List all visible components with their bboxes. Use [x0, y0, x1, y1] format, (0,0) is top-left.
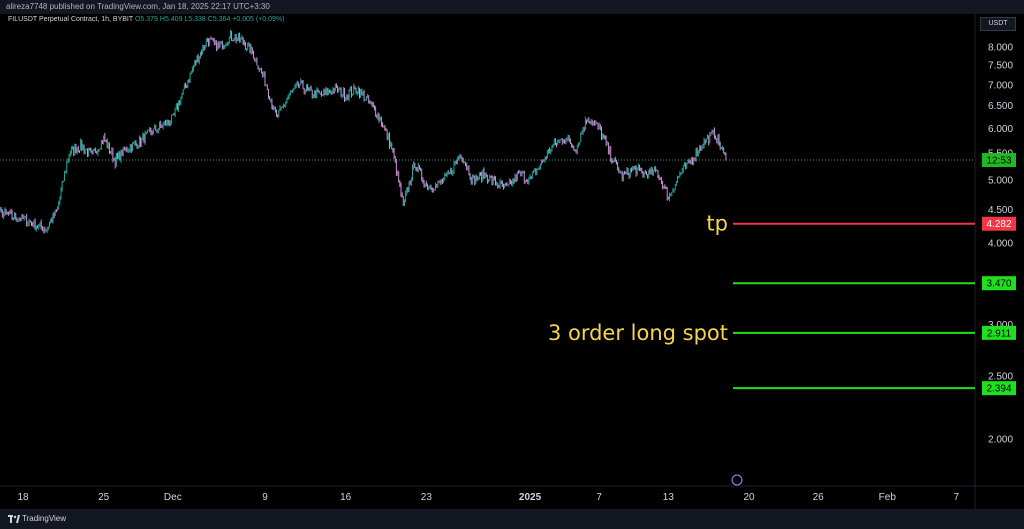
symbol-title: FILUSDT Perpetual Contract, 1h, BYBIT [8, 16, 134, 23]
y-tick-label: 6.000 [988, 124, 1013, 135]
level-price-tag-label: 2.394 [986, 384, 1011, 395]
y-tick-label: 3.000 [988, 320, 1013, 331]
x-tick-label: 9 [262, 492, 268, 503]
currency-button[interactable]: USDT [980, 17, 1016, 31]
x-tick-label: 18 [17, 492, 29, 503]
current-price-tag [982, 153, 1016, 168]
x-tick-label: 26 [813, 492, 825, 503]
chart-frame[interactable] [0, 14, 1024, 509]
y-tick-label: 5.000 [988, 175, 1013, 186]
x-tick-label: 20 [743, 492, 755, 503]
price-chart[interactable]: tp 3 order long spot 8.000 7.500 7.000 6.500… [0, 14, 1024, 509]
event-flag-icon [731, 474, 743, 486]
level-price-tag [982, 216, 1016, 231]
publish-header: alireza7748 published on TradingView.com… [0, 0, 1024, 14]
ohlc-values: O5.379 H5.409 L5.338 C5.364 +0.005 (+0.0… [134, 16, 285, 23]
x-tick-label: 16 [340, 492, 352, 503]
order-annotation: 3 order long spot [548, 321, 728, 345]
publish-info: alireza7748 published on TradingView.com… [6, 2, 270, 11]
level-price-tag-label: 3.470 [986, 279, 1011, 290]
level-price-tag-label: 4.282 [986, 219, 1011, 230]
footer-bar: TradingView [0, 509, 1024, 529]
x-tick-label: 23 [421, 492, 433, 503]
y-tick-label: 2.500 [988, 371, 1013, 382]
y-tick-label: 4.000 [988, 239, 1013, 250]
y-tick-label: 6.500 [988, 101, 1013, 112]
footer-brand: TradingView [22, 514, 67, 523]
level-price-tag-label: 2.911 [987, 328, 1012, 339]
y-tick-label: 4.500 [988, 205, 1013, 216]
tp-annotation: tp [706, 212, 728, 236]
x-tick-label: Dec [164, 492, 182, 503]
tradingview-logo-icon [8, 515, 20, 523]
x-tick-label: 7 [596, 492, 602, 503]
symbol-legend: FILUSDT Perpetual Contract, 1h, BYBIT O5… [8, 16, 284, 23]
x-tick-label: 7 [954, 492, 960, 503]
countdown-label: 12:53 [986, 156, 1011, 167]
x-tick-label: 25 [98, 492, 110, 503]
level-price-tag [982, 276, 1016, 291]
level-price-tag [982, 325, 1016, 340]
y-tick-label: 7.000 [988, 80, 1013, 91]
y-tick-label: 2.000 [988, 435, 1013, 446]
x-tick-label: Feb [879, 492, 897, 503]
level-price-tag [982, 381, 1016, 396]
x-tick-label: 13 [663, 492, 675, 503]
y-tick-label: 7.500 [988, 61, 1013, 72]
x-tick-label: 2025 [519, 492, 542, 503]
y-tick-label: 8.000 [988, 43, 1013, 54]
